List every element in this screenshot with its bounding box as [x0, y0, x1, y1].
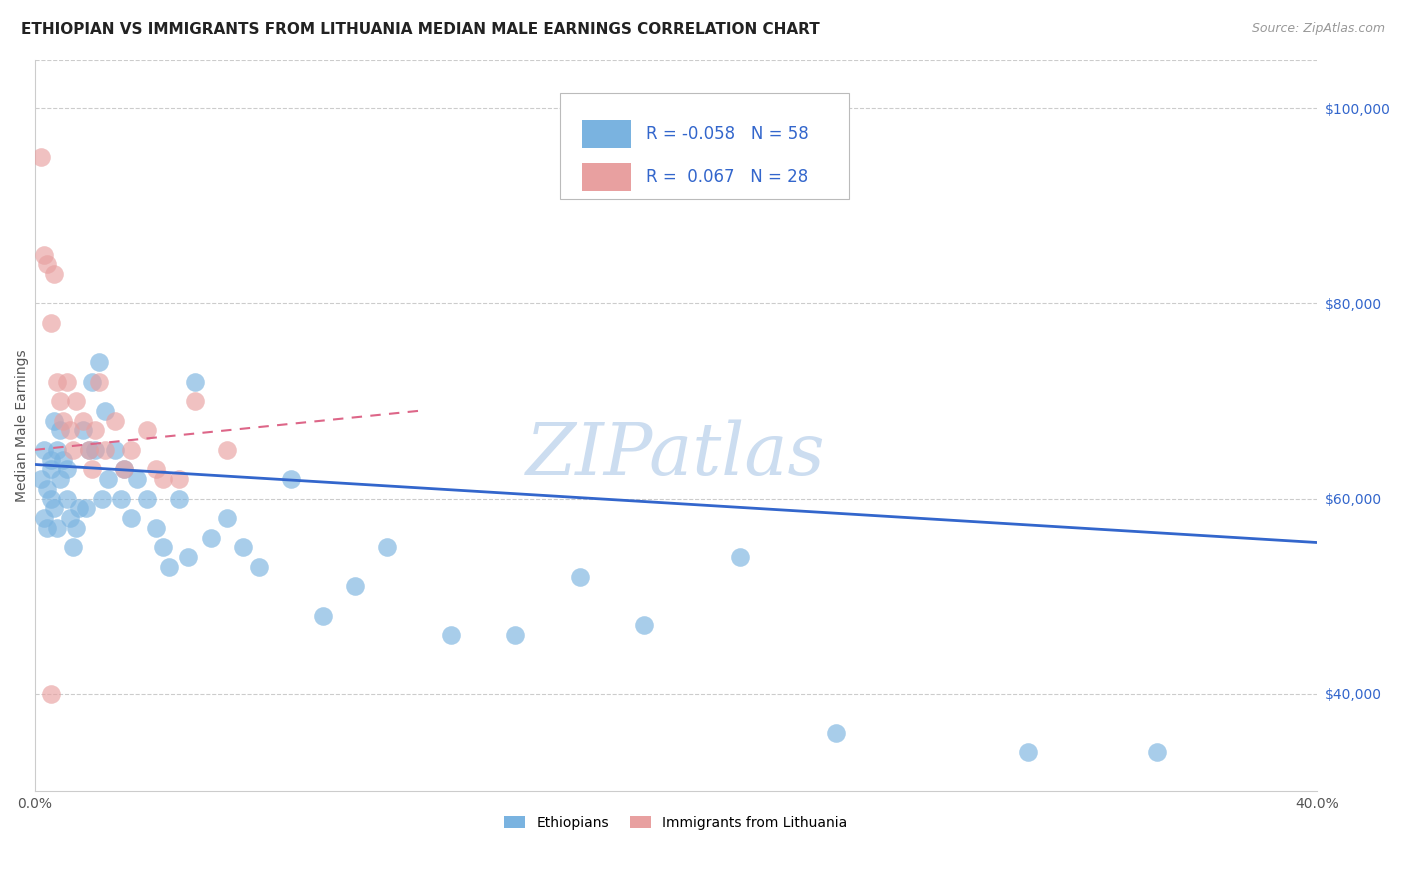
Point [97, 472, 120, 486]
Point [94, 442, 117, 457]
Point [39, 316, 62, 330]
Point [215, 511, 238, 525]
Point [32, 442, 55, 457]
Point [184, 394, 207, 409]
Point [145, 462, 167, 476]
Point [30, 150, 52, 164]
Point [42, 413, 65, 427]
Point [505, 628, 527, 642]
Point [39, 452, 62, 467]
Point [280, 472, 302, 486]
Point [55, 375, 77, 389]
Point [135, 423, 157, 437]
Point [1017, 745, 1039, 759]
Point [633, 618, 655, 632]
Point [59, 511, 82, 525]
Point [46, 442, 69, 457]
Point [112, 462, 135, 476]
Text: R = -0.058   N = 58: R = -0.058 N = 58 [647, 125, 808, 143]
Point [90, 491, 112, 506]
Point [728, 550, 751, 565]
Point [84, 442, 107, 457]
Text: Source: ZipAtlas.com: Source: ZipAtlas.com [1251, 22, 1385, 36]
Point [84, 423, 107, 437]
Y-axis label: Median Male Earnings: Median Male Earnings [15, 349, 30, 501]
Point [62, 442, 84, 457]
Point [77, 442, 100, 457]
Point [87, 355, 110, 369]
Legend: Ethiopians, Immigrants from Lithuania: Ethiopians, Immigrants from Lithuania [499, 811, 852, 836]
Point [32, 511, 55, 525]
Point [127, 472, 149, 486]
Point [39, 462, 62, 476]
Point [59, 423, 82, 437]
Text: R =  0.067   N = 28: R = 0.067 N = 28 [647, 169, 808, 186]
Point [825, 725, 848, 739]
Point [110, 491, 132, 506]
Point [145, 521, 167, 535]
Point [344, 579, 367, 593]
Point [152, 541, 174, 555]
Point [1146, 745, 1168, 759]
Point [568, 569, 591, 583]
Point [77, 442, 100, 457]
Text: ZIPatlas: ZIPatlas [526, 419, 825, 490]
Point [42, 267, 65, 281]
Point [184, 375, 207, 389]
Point [52, 452, 75, 467]
Point [62, 541, 84, 555]
Point [75, 501, 97, 516]
Point [177, 550, 200, 565]
Point [104, 442, 127, 457]
Point [46, 375, 69, 389]
Point [46, 521, 69, 535]
Point [120, 511, 142, 525]
Point [42, 501, 65, 516]
Point [72, 423, 94, 437]
Point [65, 394, 87, 409]
Point [215, 442, 238, 457]
Point [82, 375, 104, 389]
Point [440, 628, 463, 642]
Point [167, 491, 190, 506]
Point [30, 472, 52, 486]
Point [157, 560, 180, 574]
Point [37, 521, 59, 535]
Point [232, 541, 254, 555]
Point [120, 442, 142, 457]
Point [104, 413, 127, 427]
Point [312, 608, 335, 623]
Point [67, 501, 90, 516]
Point [135, 491, 157, 506]
Point [37, 257, 59, 271]
Point [49, 423, 72, 437]
Point [87, 375, 110, 389]
Point [167, 472, 190, 486]
Point [247, 560, 270, 574]
Point [55, 462, 77, 476]
FancyBboxPatch shape [582, 163, 631, 191]
Point [375, 541, 398, 555]
Point [152, 472, 174, 486]
Point [65, 521, 87, 535]
Point [112, 462, 135, 476]
Point [82, 462, 104, 476]
Point [32, 248, 55, 262]
Text: ETHIOPIAN VS IMMIGRANTS FROM LITHUANIA MEDIAN MALE EARNINGS CORRELATION CHART: ETHIOPIAN VS IMMIGRANTS FROM LITHUANIA M… [21, 22, 820, 37]
Point [52, 413, 75, 427]
Point [200, 531, 222, 545]
FancyBboxPatch shape [560, 93, 849, 199]
Point [37, 482, 59, 496]
Point [39, 687, 62, 701]
Point [49, 394, 72, 409]
FancyBboxPatch shape [582, 120, 631, 147]
Point [49, 472, 72, 486]
Point [39, 491, 62, 506]
Point [55, 491, 77, 506]
Point [72, 413, 94, 427]
Point [94, 404, 117, 418]
